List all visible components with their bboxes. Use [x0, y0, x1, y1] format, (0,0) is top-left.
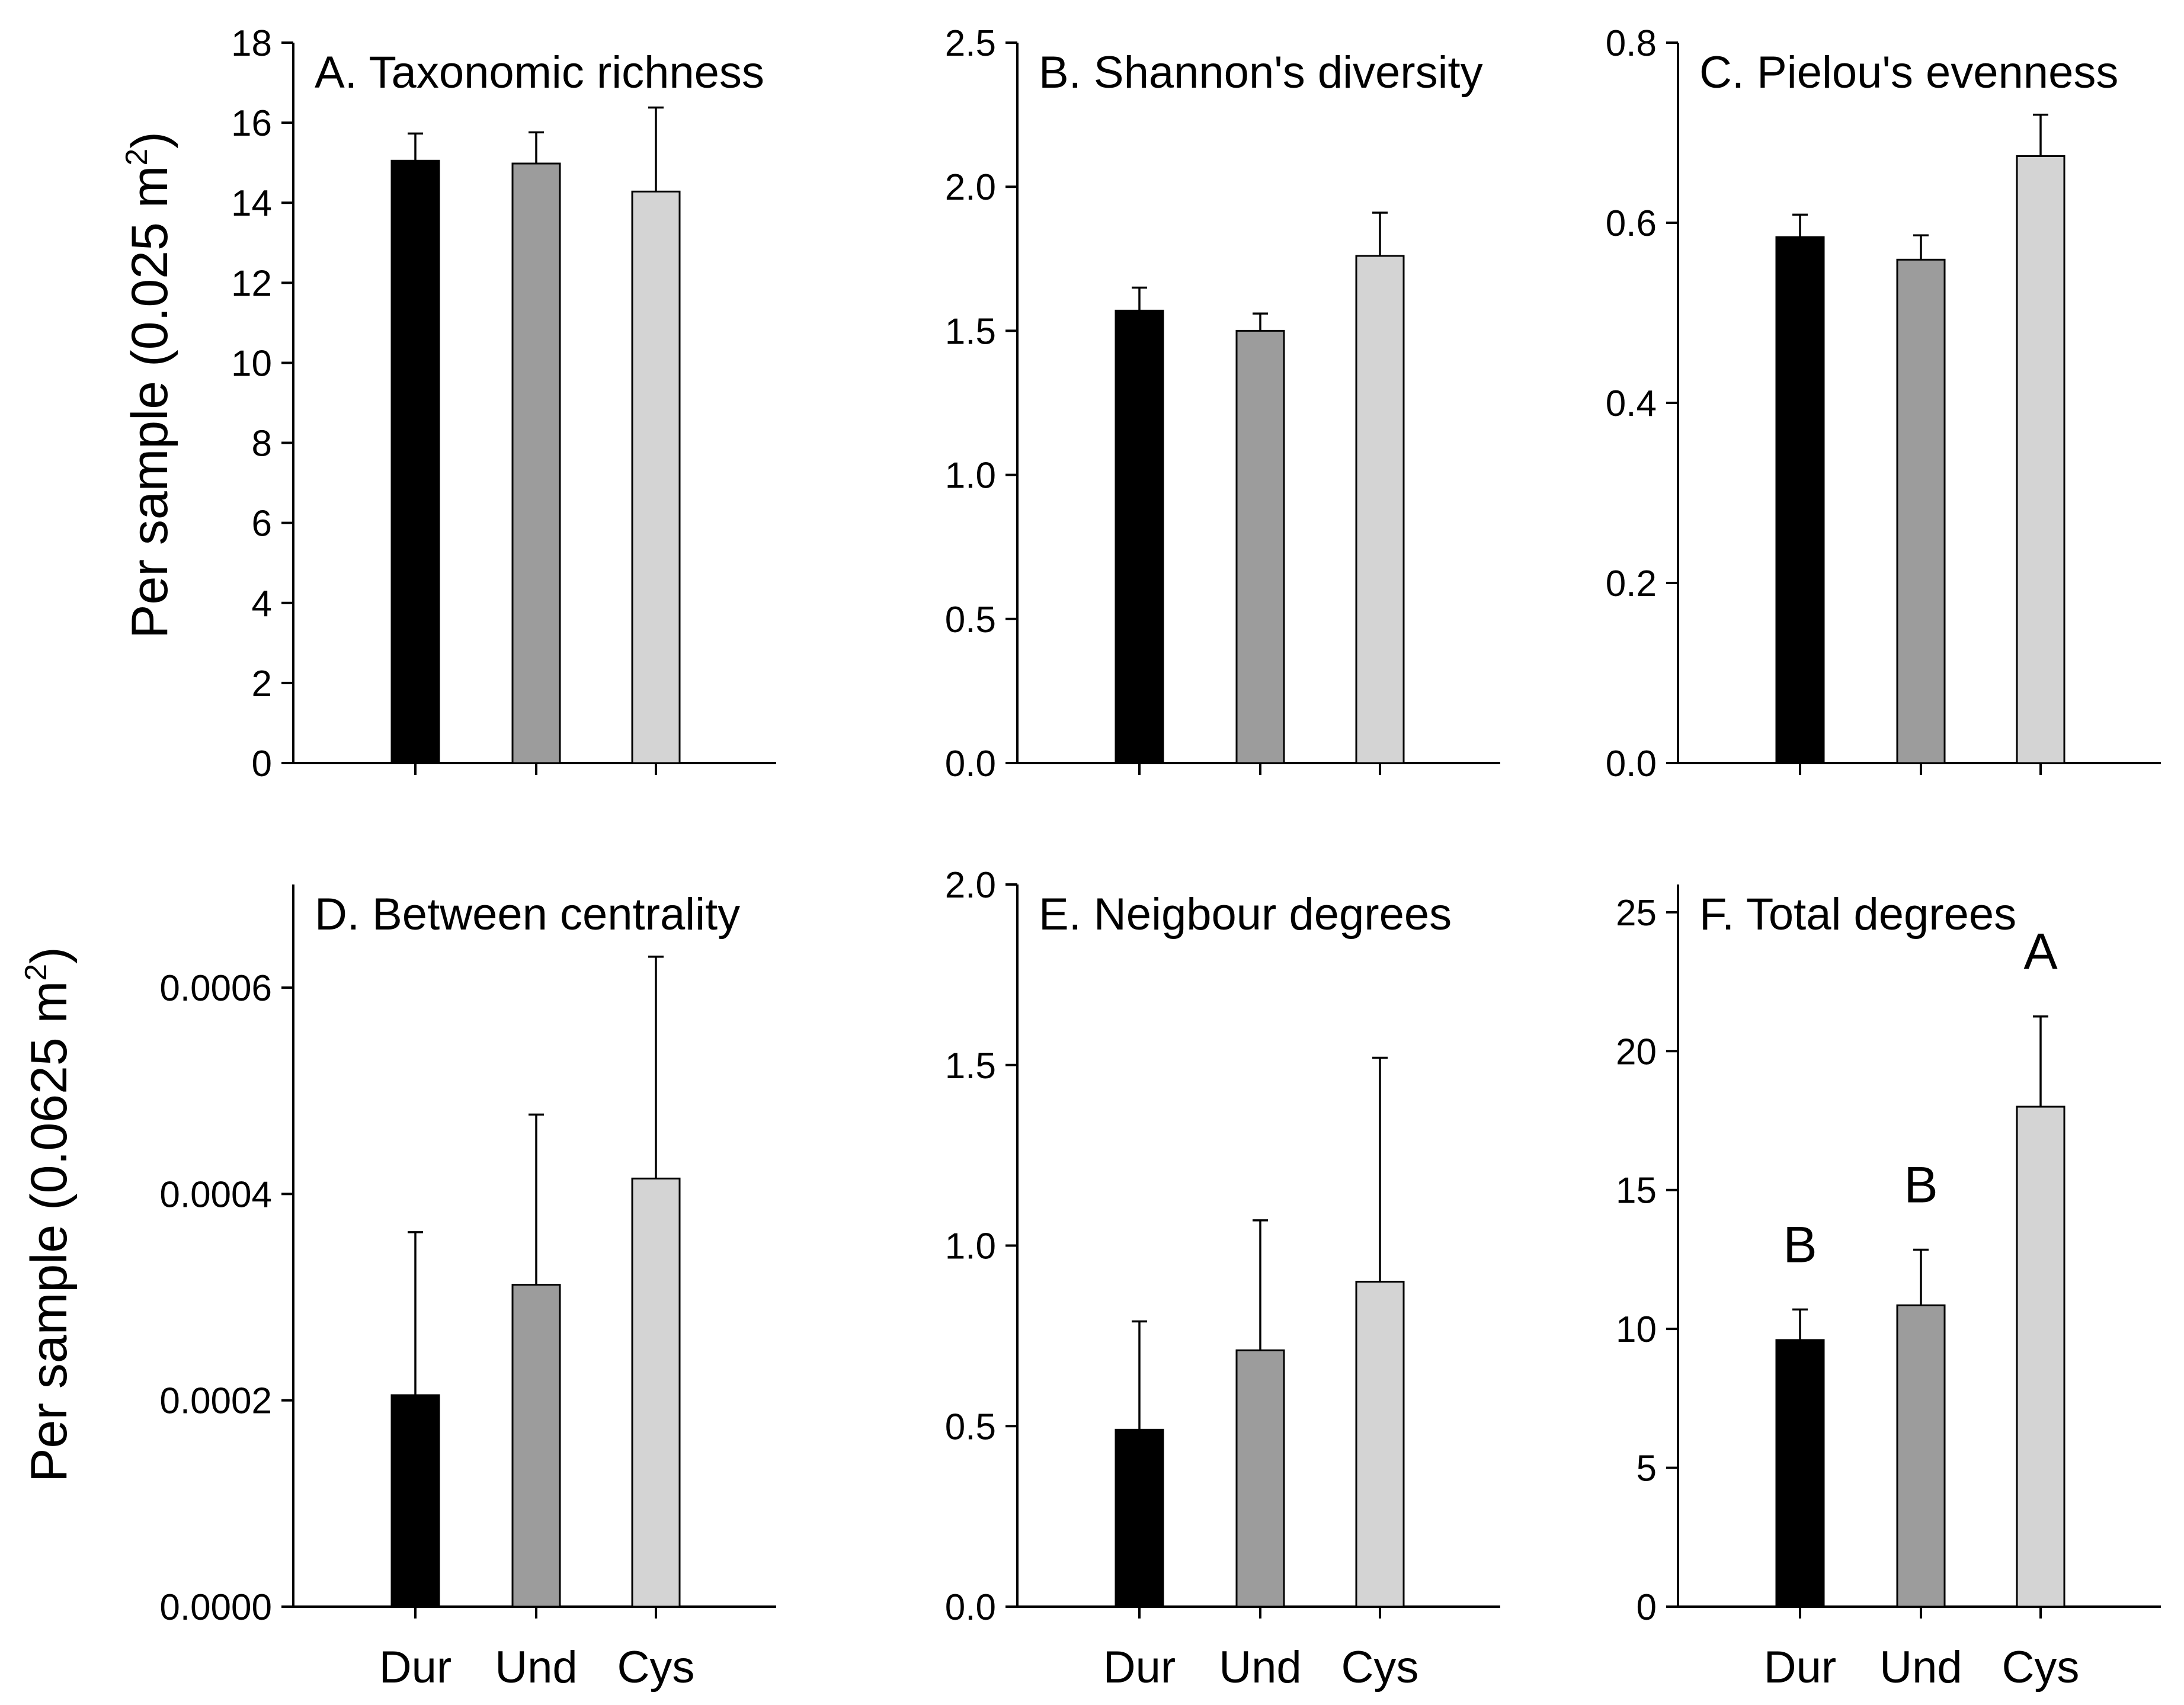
- y-tick-label: 1.0: [945, 1226, 996, 1267]
- significance-letter-und: B: [1904, 1157, 1938, 1214]
- y-tick-label: 0.4: [1606, 383, 1657, 424]
- y-axis-label-top: Per sample (0.025 m2): [120, 132, 178, 639]
- bar-und: [1896, 258, 1946, 764]
- y-tick-label: 0.0004: [159, 1174, 272, 1215]
- y-tick-label: 0: [1637, 1587, 1657, 1628]
- category-label-und: Und: [1879, 1642, 1962, 1693]
- bar-cys: [2016, 1105, 2065, 1608]
- y-tick-label: 0.6: [1606, 203, 1657, 244]
- category-label-cys: Cys: [1341, 1642, 1419, 1693]
- panel-e: 0.0 0.5 1.0 1.5 2.0 E. Neigbour degrees Dur Und…: [945, 865, 1500, 1693]
- category-label-cys: Cys: [617, 1642, 695, 1693]
- y-tick-label: 5: [1637, 1448, 1657, 1489]
- bar-und: [511, 1284, 561, 1608]
- bar-und: [1235, 329, 1285, 764]
- y-axis-label-top-close: ): [121, 132, 178, 149]
- panel-a: 0 2 4 6 8 10 12 14 16 18 A. Taxonomic richness: [231, 23, 776, 784]
- bar-dur: [1775, 236, 1825, 764]
- panel-title: A. Taxonomic richness: [315, 47, 764, 98]
- panel-title: D. Between centrality: [315, 889, 740, 940]
- category-label-und: Und: [495, 1642, 577, 1693]
- bar-und: [511, 162, 561, 764]
- bar-dur: [1115, 1428, 1164, 1608]
- bar-dur: [390, 1394, 440, 1608]
- y-tick-label: 0.0: [1606, 743, 1657, 784]
- y-axis-label-bottom-text: Per sample (0.0625 m: [21, 981, 78, 1482]
- y-tick-label: 0.0: [945, 743, 996, 784]
- y-tick-label: 0.0000: [159, 1587, 272, 1628]
- panel-title: E. Neigbour degrees: [1039, 889, 1452, 940]
- y-tick-label: 0.5: [945, 600, 996, 640]
- bar-cys: [631, 190, 681, 764]
- bar-cys: [1355, 255, 1405, 764]
- category-label-dur: Dur: [1764, 1642, 1836, 1693]
- y-tick-label: 2.5: [945, 23, 996, 64]
- y-tick-label: 0.8: [1606, 23, 1657, 64]
- y-tick-label: 0.0: [945, 1587, 996, 1628]
- bar-und: [1235, 1349, 1285, 1608]
- significance-letter-dur: B: [1783, 1216, 1817, 1273]
- y-tick-label: 0.5: [945, 1406, 996, 1447]
- y-axis-label-top-text: Per sample (0.025 m: [121, 166, 178, 639]
- y-tick-label: 2: [252, 664, 272, 704]
- bar-dur: [390, 159, 440, 764]
- y-axis-label-bottom-superscript: 2: [19, 964, 53, 981]
- y-axis-label-bottom-close: ): [21, 947, 78, 964]
- y-tick-label: 0: [252, 743, 272, 784]
- y-tick-label: 0.0006: [159, 968, 272, 1009]
- y-tick-label: 4: [252, 584, 272, 624]
- panel-title: C. Pielou's evenness: [1699, 47, 2118, 98]
- bar-cys: [1355, 1280, 1405, 1608]
- panel-title: F. Total degrees: [1699, 889, 2016, 940]
- y-tick-label: 1.5: [945, 311, 996, 352]
- y-tick-label: 0.0002: [159, 1381, 272, 1422]
- panel-title: B. Shannon's diversity: [1039, 47, 1483, 98]
- category-label-cys: Cys: [2002, 1642, 2080, 1693]
- y-tick-label: 15: [1616, 1171, 1657, 1212]
- y-tick-label: 1.0: [945, 456, 996, 496]
- panel-b: 0.0 0.5 1.0 1.5 2.0 2.5 B. Shannon's diversity: [945, 23, 1500, 784]
- y-tick-label: 6: [252, 504, 272, 544]
- y-tick-label: 25: [1616, 893, 1657, 934]
- y-tick-label: 14: [231, 183, 272, 224]
- panel-c: 0.0 0.2 0.4 0.6 0.8 C. Pielou's evenness: [1606, 23, 2161, 784]
- y-axis-label-bottom: Per sample (0.0625 m2): [19, 947, 78, 1482]
- y-tick-label: 1.5: [945, 1046, 996, 1087]
- y-tick-label: 16: [231, 103, 272, 144]
- y-tick-label: 2.0: [945, 865, 996, 906]
- bar-und: [1896, 1304, 1946, 1608]
- bar-dur: [1115, 309, 1164, 764]
- bar-cys: [2016, 155, 2065, 764]
- y-tick-label: 0.2: [1606, 563, 1657, 604]
- y-tick-label: 10: [231, 343, 272, 384]
- y-tick-label: 18: [231, 23, 272, 64]
- category-label-und: Und: [1219, 1642, 1301, 1693]
- y-axis-label-top-superscript: 2: [120, 149, 154, 166]
- y-tick-label: 10: [1616, 1309, 1657, 1350]
- significance-letter-cys: A: [2023, 924, 2058, 980]
- y-tick-label: 12: [231, 263, 272, 304]
- y-tick-label: 2.0: [945, 167, 996, 208]
- panel-d: 0.0000 0.0002 0.0004 0.0006 D. Between centr…: [159, 884, 776, 1693]
- bar-cys: [631, 1177, 681, 1608]
- category-label-dur: Dur: [379, 1642, 451, 1693]
- panel-f: 0 5 10 15 20 25 F. Total degrees Dur B Und B Cys A: [1616, 884, 2161, 1693]
- y-tick-label: 8: [252, 424, 272, 464]
- bar-dur: [1775, 1339, 1825, 1608]
- category-label-dur: Dur: [1103, 1642, 1176, 1693]
- y-tick-label: 20: [1616, 1031, 1657, 1072]
